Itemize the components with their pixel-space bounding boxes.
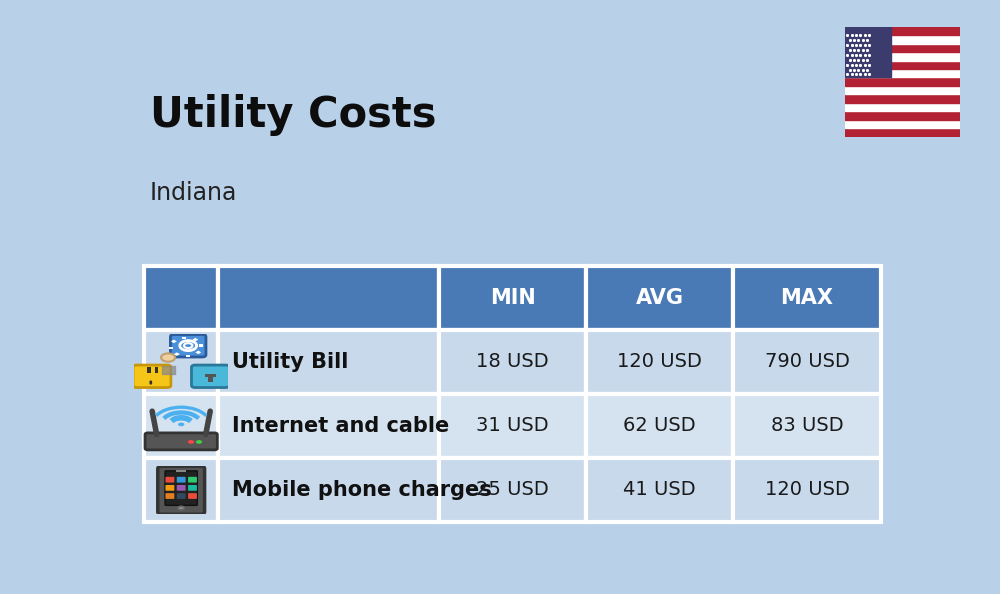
Text: 31 USD: 31 USD (476, 416, 549, 435)
Text: 790 USD: 790 USD (765, 352, 849, 371)
Circle shape (178, 422, 184, 426)
FancyBboxPatch shape (144, 266, 218, 330)
FancyBboxPatch shape (165, 477, 174, 482)
FancyBboxPatch shape (586, 330, 733, 394)
Text: AVG: AVG (636, 287, 684, 308)
FancyBboxPatch shape (165, 485, 174, 491)
FancyBboxPatch shape (218, 266, 439, 330)
FancyBboxPatch shape (145, 433, 217, 450)
Bar (195, 350, 201, 354)
FancyBboxPatch shape (586, 458, 733, 522)
Circle shape (196, 440, 202, 444)
FancyBboxPatch shape (177, 493, 186, 499)
FancyBboxPatch shape (188, 493, 197, 499)
Text: 62 USD: 62 USD (623, 416, 696, 435)
FancyBboxPatch shape (170, 334, 206, 357)
Bar (845, 120, 960, 128)
FancyBboxPatch shape (177, 485, 186, 491)
Circle shape (161, 353, 175, 362)
FancyBboxPatch shape (158, 466, 205, 514)
Bar (845, 94, 960, 103)
FancyBboxPatch shape (144, 394, 218, 458)
Text: Utility Bill: Utility Bill (232, 352, 348, 372)
Circle shape (188, 440, 194, 444)
FancyBboxPatch shape (218, 394, 439, 458)
FancyBboxPatch shape (586, 394, 733, 458)
Bar (169, 347, 173, 349)
Bar (186, 355, 190, 357)
FancyBboxPatch shape (165, 471, 197, 505)
FancyBboxPatch shape (165, 493, 174, 499)
Bar (845, 103, 960, 111)
Bar (199, 345, 203, 347)
Bar (155, 367, 158, 374)
Bar (176, 470, 186, 472)
FancyBboxPatch shape (439, 266, 586, 330)
FancyBboxPatch shape (733, 330, 881, 394)
Bar (174, 352, 180, 356)
Text: 120 USD: 120 USD (765, 481, 849, 500)
Bar (845, 69, 960, 77)
Text: 120 USD: 120 USD (617, 352, 702, 371)
Text: Mobile phone charges: Mobile phone charges (232, 480, 492, 500)
Circle shape (178, 506, 184, 510)
Bar (845, 128, 960, 137)
FancyBboxPatch shape (133, 365, 171, 387)
FancyBboxPatch shape (188, 485, 197, 491)
Bar (147, 367, 151, 374)
Text: 41 USD: 41 USD (623, 481, 696, 500)
Text: Indiana: Indiana (150, 181, 237, 205)
Text: MAX: MAX (780, 287, 833, 308)
Bar (845, 86, 960, 94)
Bar (192, 338, 198, 342)
FancyBboxPatch shape (188, 477, 197, 482)
FancyBboxPatch shape (439, 394, 586, 458)
FancyBboxPatch shape (439, 330, 586, 394)
Bar (845, 52, 960, 61)
FancyBboxPatch shape (439, 458, 586, 522)
FancyBboxPatch shape (586, 266, 733, 330)
Bar (845, 27, 960, 35)
Text: 18 USD: 18 USD (476, 352, 549, 371)
FancyBboxPatch shape (177, 477, 186, 482)
FancyBboxPatch shape (733, 394, 881, 458)
FancyBboxPatch shape (144, 330, 218, 394)
Bar (208, 377, 213, 382)
Bar (845, 77, 960, 86)
Text: Internet and cable: Internet and cable (232, 416, 449, 436)
Circle shape (184, 343, 192, 348)
Text: MIN: MIN (490, 287, 535, 308)
Bar (205, 374, 216, 377)
Text: 25 USD: 25 USD (476, 481, 549, 500)
FancyBboxPatch shape (191, 365, 229, 387)
FancyBboxPatch shape (218, 458, 439, 522)
Bar (845, 43, 960, 52)
Bar (845, 27, 891, 77)
Bar (845, 111, 960, 120)
Text: Utility Costs: Utility Costs (150, 94, 436, 136)
Text: 83 USD: 83 USD (771, 416, 843, 435)
FancyBboxPatch shape (733, 266, 881, 330)
FancyBboxPatch shape (218, 330, 439, 394)
Bar (182, 337, 186, 339)
Bar (171, 340, 177, 343)
Bar (845, 61, 960, 69)
Bar (845, 35, 960, 43)
FancyBboxPatch shape (144, 458, 218, 522)
FancyBboxPatch shape (733, 458, 881, 522)
